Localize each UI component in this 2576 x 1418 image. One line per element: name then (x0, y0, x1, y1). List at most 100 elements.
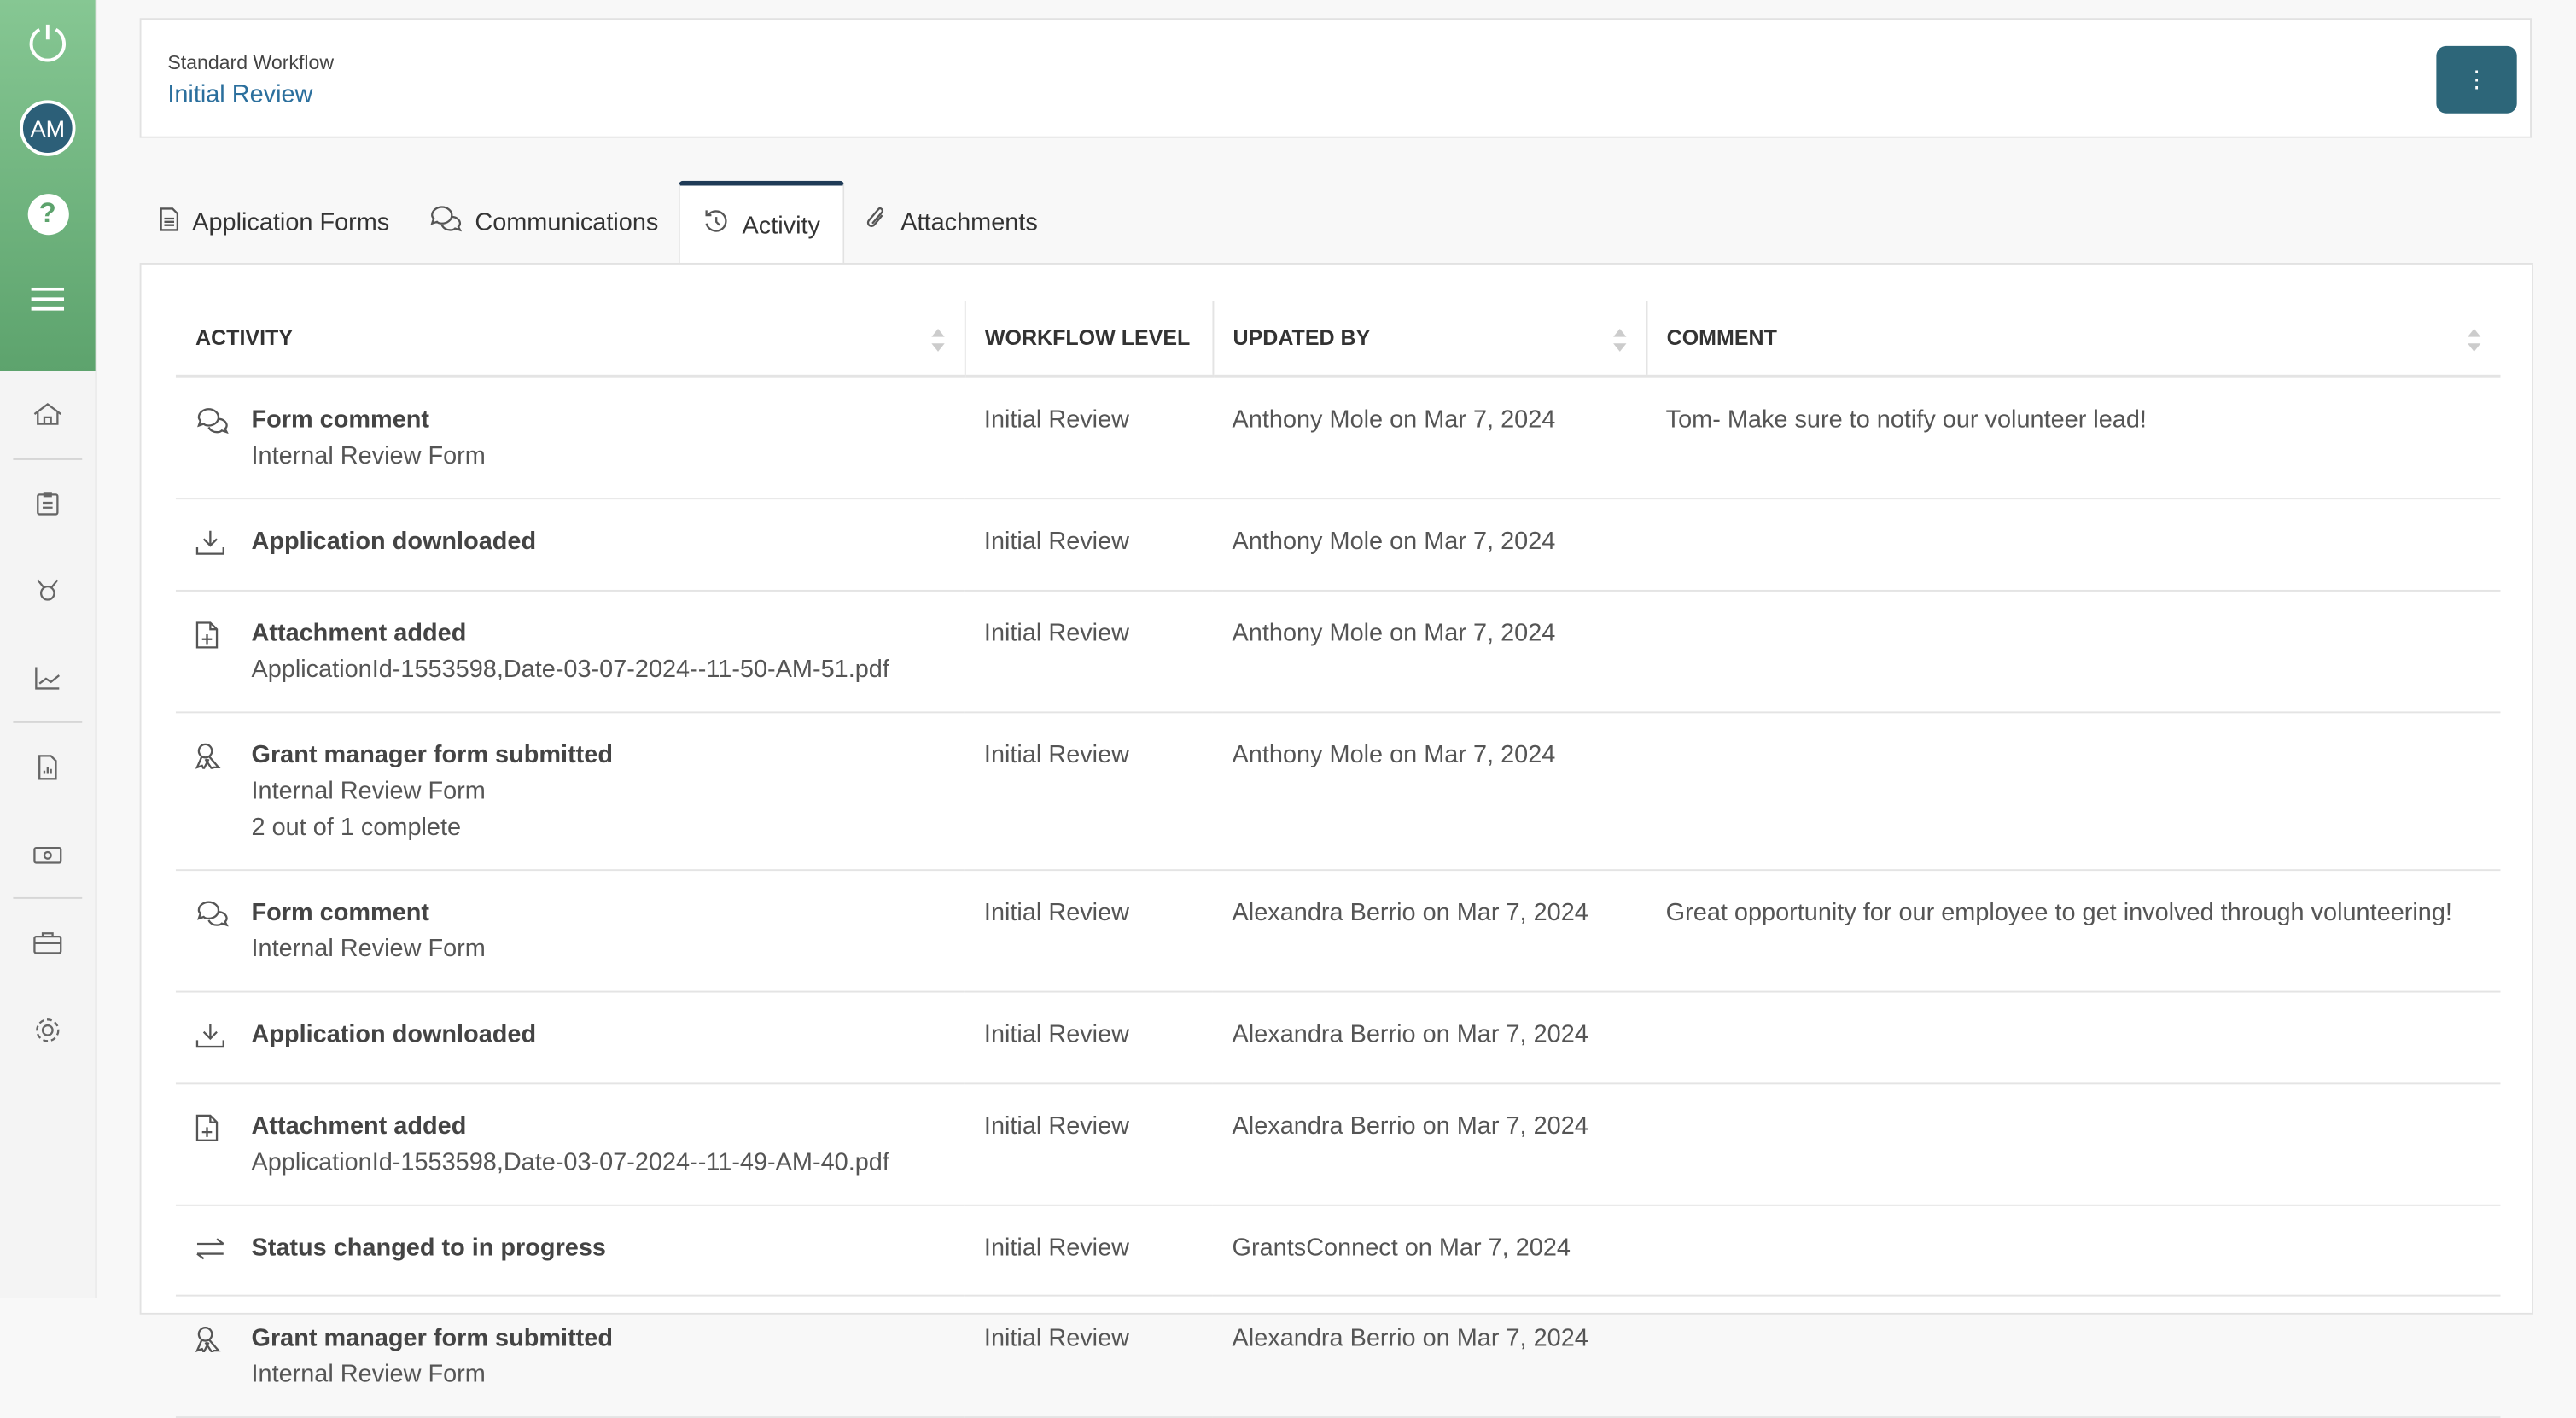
tab-label: Application Forms (192, 207, 390, 236)
clipboard-icon (37, 491, 59, 515)
table-row: Application downloaded Initial Review Al… (175, 991, 2501, 1085)
activity-detail: Internal Review Form (251, 935, 486, 963)
nav-chart[interactable] (0, 634, 96, 721)
sort-icon[interactable] (1612, 327, 1626, 359)
activity-title: Application downloaded (251, 1020, 537, 1048)
nav-award[interactable] (0, 547, 96, 634)
activity-title: Form comment (251, 406, 430, 435)
updated-by-cell: Alexandra Berrio on Mar 7, 2024 (1212, 1083, 1646, 1206)
activity-title: Grant manager form submitted (251, 1324, 614, 1353)
more-options-button[interactable]: ⋮ (2436, 45, 2517, 114)
comment-cell (1646, 1295, 2501, 1418)
workflow-level-cell: Initial Review (964, 376, 1213, 500)
workflow-level-cell: Initial Review (964, 590, 1213, 714)
comment-cell: Tom- Make sure to notify our volunteer l… (1646, 376, 2501, 500)
column-header-updated-by[interactable]: UPDATED BY (1211, 301, 1646, 378)
workflow-name: Standard Workflow (167, 50, 335, 74)
table-row: Grant manager form submitted Internal Rev… (175, 1295, 2501, 1418)
column-label: COMMENT (1666, 325, 1777, 350)
hamburger-menu-button[interactable] (0, 256, 96, 341)
workflow-level-cell: Initial Review (964, 499, 1213, 592)
workflow-level-cell: Initial Review (964, 991, 1213, 1085)
file-plus-icon (195, 616, 228, 689)
activity-detail: Internal Review Form (251, 441, 486, 470)
updated-by-cell: Anthony Mole on Mar 7, 2024 (1212, 712, 1646, 872)
column-label: WORKFLOW LEVEL (984, 325, 1191, 350)
chat-icon (195, 896, 229, 968)
comment-cell (1646, 1205, 2501, 1297)
tab-label: Attachments (900, 207, 1038, 236)
nav-clipboard[interactable] (0, 460, 96, 547)
ribbon-icon (195, 1321, 228, 1393)
column-header-workflow-level: WORKFLOW LEVEL (963, 301, 1213, 378)
home-icon (33, 402, 61, 424)
tab-bar: Application Forms Communications Activity A… (140, 180, 1058, 265)
table-row: Attachment added ApplicationId-1553598,Da… (175, 1083, 2501, 1206)
tab-application-forms[interactable]: Application Forms (140, 181, 410, 263)
column-header-activity[interactable]: ACTIVITY (175, 301, 965, 378)
activity-title: Attachment added (251, 619, 467, 648)
nav-divider (13, 721, 83, 723)
activity-detail: Internal Review Form (251, 777, 486, 806)
comment-cell (1646, 590, 2501, 714)
nav-home[interactable] (0, 371, 96, 458)
updated-by-cell: Alexandra Berrio on Mar 7, 2024 (1212, 1295, 1646, 1418)
comment-cell (1646, 712, 2501, 872)
swap-icon (195, 1231, 228, 1272)
ribbon-icon (195, 738, 228, 846)
nav-report[interactable] (0, 723, 96, 810)
chat-icon (428, 206, 463, 238)
table-row: Attachment added ApplicationId-1553598,Da… (175, 590, 2501, 714)
column-label: ACTIVITY (195, 325, 294, 350)
chat-icon (195, 403, 229, 476)
activity-detail: ApplicationId-1553598,Date-03-07-2024--1… (251, 655, 889, 684)
workflow-level-link[interactable]: Initial Review (167, 80, 313, 109)
help-button[interactable]: ? (26, 193, 68, 235)
comment-cell (1646, 499, 2501, 592)
comment-cell (1646, 991, 2501, 1085)
chart-icon (35, 666, 61, 689)
workflow-level-cell: Initial Review (964, 712, 1213, 872)
nav-briefcase[interactable] (0, 899, 96, 986)
tab-activity[interactable]: Activity (678, 180, 845, 265)
activity-detail: ApplicationId-1553598,Date-03-07-2024--1… (251, 1148, 889, 1177)
nav-gear[interactable] (0, 986, 96, 1073)
download-icon (195, 1017, 228, 1059)
briefcase-icon (33, 931, 62, 954)
nav-money[interactable] (0, 810, 96, 897)
comment-cell (1646, 1083, 2501, 1206)
tab-communications[interactable]: Communications (409, 181, 678, 263)
nav-divider (13, 896, 83, 899)
file-plus-icon (195, 1109, 228, 1182)
sort-icon[interactable] (2467, 327, 2481, 359)
updated-by-cell: Anthony Mole on Mar 7, 2024 (1212, 376, 1646, 500)
history-icon (702, 208, 729, 241)
tab-label: Communications (475, 207, 659, 236)
updated-by-cell: Anthony Mole on Mar 7, 2024 (1212, 590, 1646, 714)
activity-detail: 2 out of 1 complete (251, 813, 462, 842)
activity-table: ACTIVITY WORKFLOW LEVEL UPDATED BY COMMENT … (175, 301, 2501, 1418)
money-icon (33, 846, 62, 863)
table-row: Form comment Internal Review Form Initial… (175, 870, 2501, 993)
activity-title: Form comment (251, 898, 430, 927)
column-header-comment[interactable]: COMMENT (1645, 301, 2501, 378)
power-button[interactable] (0, 0, 96, 85)
workflow-header: Standard Workflow Initial Review ⋮ (139, 18, 2532, 138)
column-label: UPDATED BY (1233, 325, 1371, 350)
updated-by-cell: Alexandra Berrio on Mar 7, 2024 (1212, 870, 1646, 993)
activity-title: Attachment added (251, 1112, 467, 1141)
power-icon (29, 24, 66, 62)
award-icon (37, 578, 59, 600)
activity-panel: ACTIVITY WORKFLOW LEVEL UPDATED BY COMMENT … (139, 262, 2533, 1418)
sort-icon[interactable] (930, 327, 944, 359)
table-row: Form comment Internal Review Form Initial… (175, 376, 2501, 500)
workflow-level-cell: Initial Review (964, 1083, 1213, 1206)
comment-cell: Great opportunity for our employee to ge… (1646, 870, 2501, 993)
updated-by-cell: Anthony Mole on Mar 7, 2024 (1212, 499, 1646, 592)
updated-by-cell: GrantsConnect on Mar 7, 2024 (1212, 1205, 1646, 1297)
avatar[interactable]: AM (20, 100, 76, 156)
nav-divider (13, 458, 83, 460)
workflow-level-cell: Initial Review (964, 1295, 1213, 1418)
tab-attachments[interactable]: Attachments (845, 181, 1058, 263)
table-row: Application downloaded Initial Review An… (175, 499, 2501, 592)
